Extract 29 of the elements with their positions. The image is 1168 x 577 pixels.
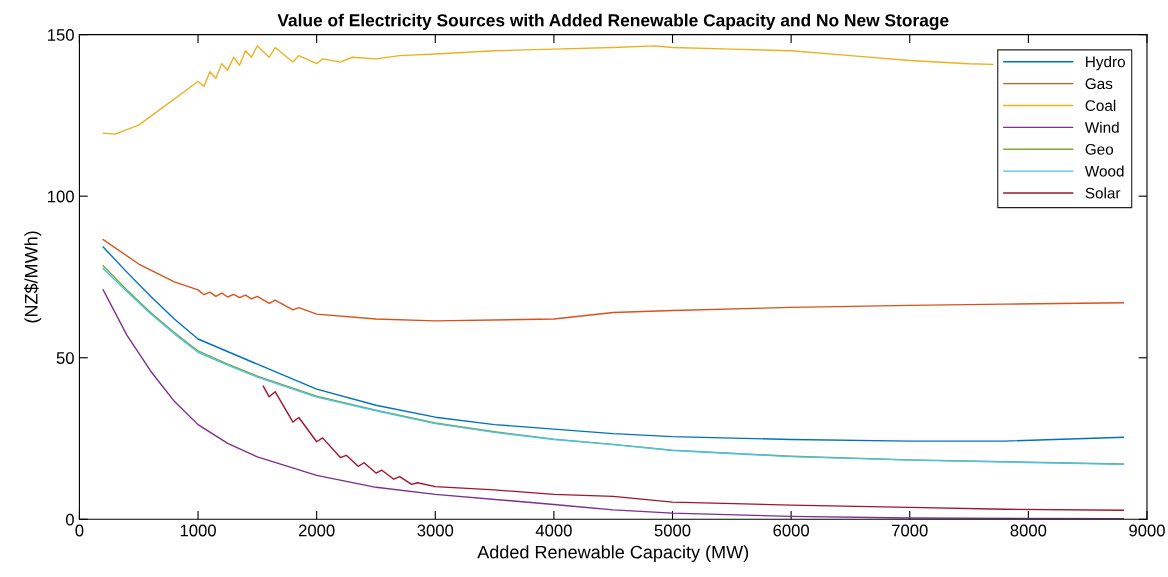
y-tick-label: 0 [65, 513, 74, 526]
y-axis-title: (NZ$/MWh) [24, 231, 42, 323]
x-tick-label: 6000 [773, 524, 810, 537]
legend-label: Wind [1084, 121, 1119, 133]
line-series [262, 385, 1124, 511]
x-axis-title: Added Renewable Capacity (MW) [477, 545, 749, 563]
y-tick-label: 150 [48, 29, 74, 41]
x-tick-label: 3000 [417, 524, 454, 537]
x-tick-label: 0 [75, 524, 84, 537]
legend-label: Gas [1085, 78, 1113, 90]
x-tick-label: 8000 [1010, 524, 1047, 537]
line-series [102, 45, 994, 135]
line-series [102, 238, 1124, 322]
line-series [102, 246, 1124, 442]
x-tick-label: 1000 [180, 524, 216, 537]
legend-label: Coal [1085, 99, 1116, 111]
legend-label: Hydro [1086, 56, 1125, 71]
x-tick-label: 9000 [1129, 524, 1165, 537]
legend-label: Wood [1084, 165, 1124, 177]
x-tick-label: 5000 [654, 524, 691, 537]
line-series [102, 289, 1124, 520]
chart-title: Value of Electricity Sources with Added Renewable Capacity and No New Storage [277, 13, 949, 30]
x-tick-label: 2000 [298, 524, 335, 537]
x-tick-label: 7000 [892, 524, 928, 537]
x-tick-label: 4000 [535, 524, 572, 537]
y-tick-label: 50 [56, 352, 74, 364]
legend-label: Geo [1085, 143, 1114, 155]
y-tick-label: 100 [48, 190, 74, 203]
legend-label: Solar [1085, 187, 1121, 199]
